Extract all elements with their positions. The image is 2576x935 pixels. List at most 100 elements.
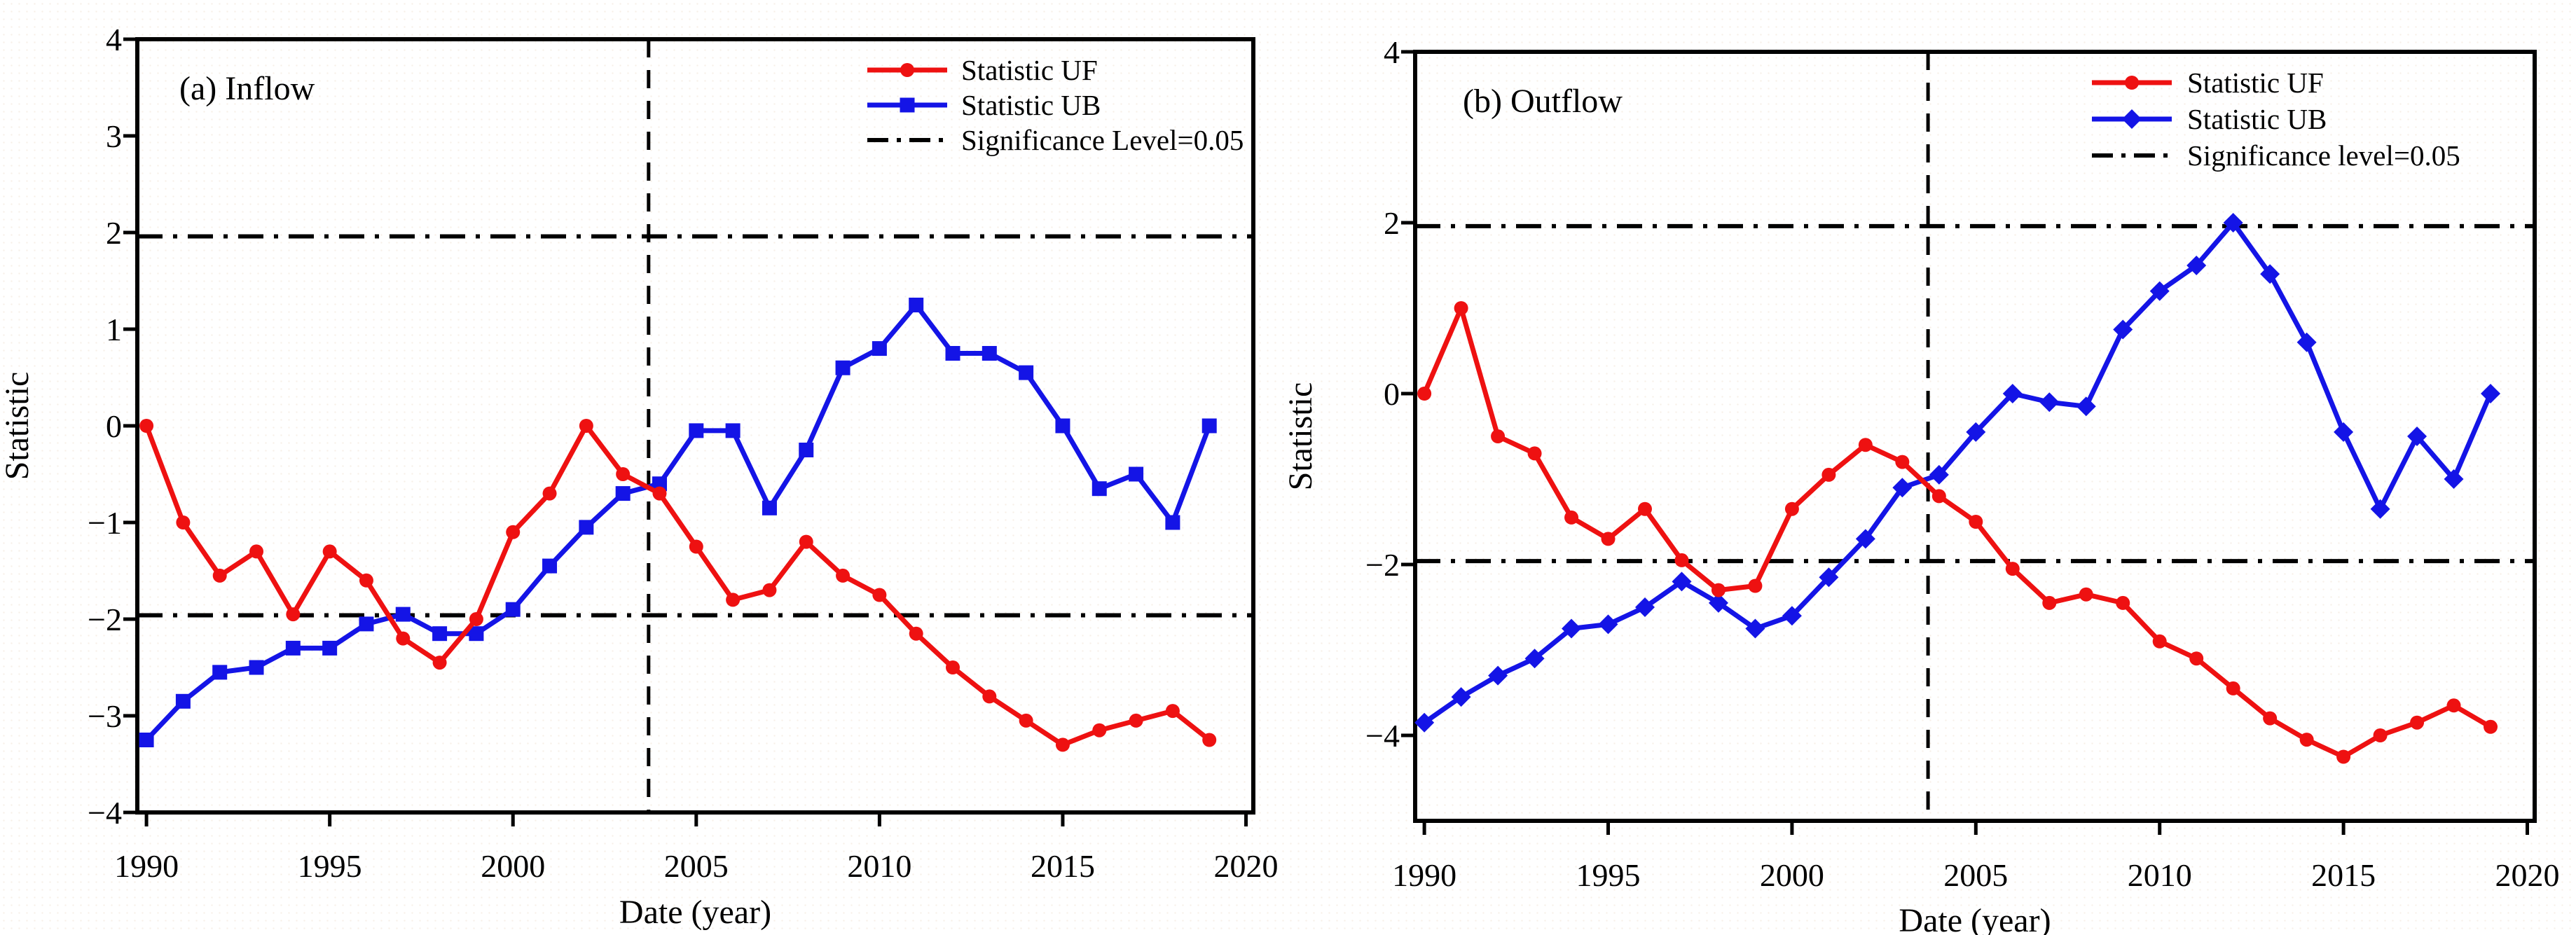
outflow-ub-marker [1672,572,1692,592]
inflow-uf-marker [946,660,960,674]
outflow-ub-marker [1819,567,1839,588]
inflow-ub-marker [909,298,924,312]
outflow-uf-marker [2079,587,2093,602]
outflow-uf-marker [1601,532,1616,546]
outflow-uf-marker [1637,501,1652,516]
inflow-ub-marker [579,520,594,535]
inflow-y-tick-label: 0 [106,408,122,444]
inflow-panel-title: (a) Inflow [179,70,315,107]
outflow-legend-label: Statistic UB [2187,103,2327,135]
inflow-uf-marker [799,534,813,549]
inflow-x-tick-label: 2015 [1031,848,1095,884]
inflow-y-tick-label: 2 [106,215,122,251]
outflow-uf-marker [1527,446,1542,461]
outflow-legend-marker [2125,76,2139,90]
outflow-x-tick-label: 2020 [2495,857,2560,893]
inflow-y-tick-label: −1 [88,505,122,541]
inflow-ub-marker [1055,418,1070,434]
inflow-ub-marker [982,346,997,361]
inflow-y-tick-label: 4 [106,22,122,57]
outflow-x-tick-label: 1990 [1392,857,1456,893]
inflow-uf-marker [726,593,741,607]
inflow-uf-marker [212,568,227,583]
inflow-uf-marker [1202,733,1217,747]
outflow-ub-marker [1855,529,1875,549]
inflow-ub-marker [505,602,521,617]
inflow-ub-marker [542,558,558,574]
outflow-uf-marker [1748,579,1763,593]
inflow-ub-marker [359,616,374,632]
outflow-ub-marker [1892,478,1913,498]
outflow-uf-marker [2189,651,2204,666]
outflow-uf-marker [1858,438,1873,452]
inflow-uf-marker [762,583,777,597]
outflow-y-tick-label: 4 [1384,34,1400,70]
inflow-x-tick-label: 2005 [664,848,729,884]
inflow-uf-marker [616,467,631,481]
inflow-uf-marker [1165,704,1180,719]
inflow-x-tick-label: 2000 [481,848,545,884]
inflow-uf-marker [139,419,154,433]
outflow-x-axis-title: Date (year) [1899,902,2051,935]
inflow-uf-marker [469,612,483,626]
outflow-ub-marker [2407,427,2427,446]
inflow-ub-marker [799,443,814,457]
inflow-uf-marker [689,539,703,554]
outflow-ub-marker [2039,392,2060,413]
outflow-uf-marker [2042,595,2057,610]
inflow-ub-marker [1091,481,1107,497]
outflow-ub-marker [2113,319,2133,340]
inflow-ub-marker [615,486,631,501]
outflow-ub-marker [2334,422,2354,442]
outflow-ub-marker [2002,384,2023,403]
outflow-ub-marker [2481,384,2501,403]
inflow-uf-marker [836,568,850,583]
outflow-ub-marker [1562,618,1582,639]
outflow-y-tick-label: 2 [1384,205,1400,241]
inflow-x-tick-label: 1990 [114,848,179,884]
inflow-uf-marker [176,515,191,529]
inflow-x-tick-label: 2010 [847,848,911,884]
inflow-ub-marker [1165,515,1180,530]
inflow-ub-marker [1019,365,1034,380]
inflow-legend-marker [900,63,914,77]
inflow-ub-marker [175,693,191,709]
inflow-legend-marker [900,97,915,113]
inflow-uf-marker [872,588,887,602]
outflow-uf-marker [1821,467,1836,482]
outflow-ub-marker [2296,332,2317,352]
inflow-y-tick-label: −3 [88,698,122,734]
outflow-uf-marker [2336,749,2351,764]
outflow-x-tick-label: 1995 [1576,857,1641,893]
outflow-ub-marker [2223,213,2243,233]
inflow-ub-marker [139,733,154,747]
outflow-uf-marker [2446,698,2461,713]
outflow-legend-marker [2122,109,2142,129]
inflow-ub-marker [212,665,228,680]
outflow-ub-marker [1708,593,1728,613]
inflow-y-axis-title: Statistic [0,372,36,480]
inflow-uf-marker [432,656,447,670]
inflow-ub-marker [432,626,448,642]
outflow-legend-significance-label: Significance level=0.05 [2187,139,2460,172]
panel-outflow: 4 2 0 −2 −4 1990 1995 2000 2005 2010 2015 2020 Stati… [1282,34,2560,935]
inflow-y-tick-label: −4 [88,795,122,831]
inflow-uf-line [144,423,1211,747]
inflow-uf-marker [286,607,301,622]
outflow-ub-line [1423,220,2493,725]
outflow-ub-marker [1929,464,1949,485]
outflow-uf-marker [2410,715,2425,730]
outflow-ub-marker [1634,597,1655,617]
panel-inflow: 4 3 2 1 0 −1 −2 −3 −4 1990 1995 2000 2005 2010 2015 202… [0,22,1279,931]
inflow-x-axis-title: Date (year) [619,894,771,931]
inflow-ub-marker [285,640,301,656]
outflow-ub-marker [1451,687,1471,707]
outflow-uf-marker [2152,634,2167,649]
outflow-y-tick-label: 0 [1384,376,1400,412]
inflow-y-tick-label: −2 [88,602,122,637]
outflow-ub-marker [1598,614,1618,635]
outflow-y-tick-label: −4 [1365,718,1400,754]
outflow-ub-marker [2149,281,2170,301]
